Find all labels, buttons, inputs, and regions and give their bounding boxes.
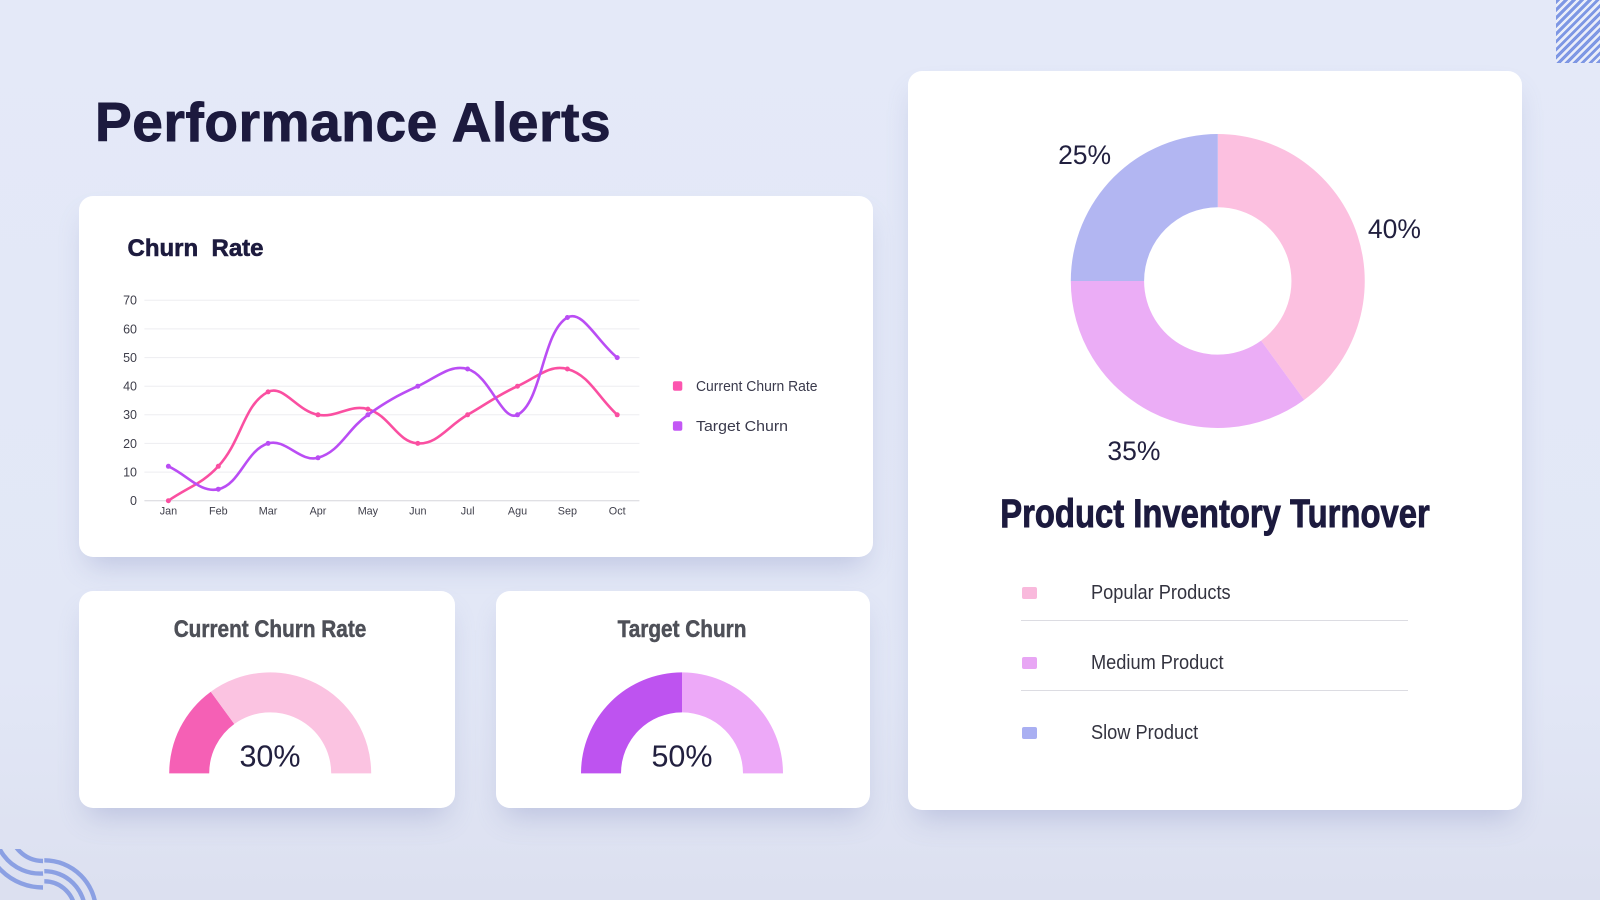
svg-text:70: 70 bbox=[123, 294, 137, 308]
svg-text:Jan: Jan bbox=[160, 505, 177, 517]
svg-text:20: 20 bbox=[123, 437, 137, 451]
svg-text:Agu: Agu bbox=[508, 505, 527, 517]
svg-text:Current Churn Rate: Current Churn Rate bbox=[696, 378, 818, 395]
svg-text:Mar: Mar bbox=[259, 505, 278, 517]
svg-text:35%: 35% bbox=[1107, 436, 1160, 466]
svg-text:50%: 50% bbox=[651, 740, 712, 774]
svg-text:40: 40 bbox=[123, 380, 137, 394]
svg-text:Jul: Jul bbox=[461, 505, 475, 517]
svg-text:0: 0 bbox=[130, 494, 137, 508]
svg-text:60: 60 bbox=[123, 322, 137, 336]
svg-text:10: 10 bbox=[123, 466, 137, 480]
svg-text:Sep: Sep bbox=[558, 505, 577, 517]
svg-text:30%: 30% bbox=[239, 740, 300, 774]
svg-text:Jun: Jun bbox=[409, 505, 426, 517]
svg-text:25%: 25% bbox=[1058, 140, 1111, 170]
svg-text:50: 50 bbox=[123, 351, 137, 365]
svg-text:40%: 40% bbox=[1368, 214, 1421, 244]
svg-text:Target Churn: Target Churn bbox=[696, 418, 788, 435]
svg-text:Feb: Feb bbox=[209, 505, 228, 517]
svg-text:Oct: Oct bbox=[609, 505, 626, 517]
svg-text:May: May bbox=[358, 505, 379, 517]
svg-text:Apr: Apr bbox=[310, 505, 327, 517]
svg-text:30: 30 bbox=[123, 408, 137, 422]
